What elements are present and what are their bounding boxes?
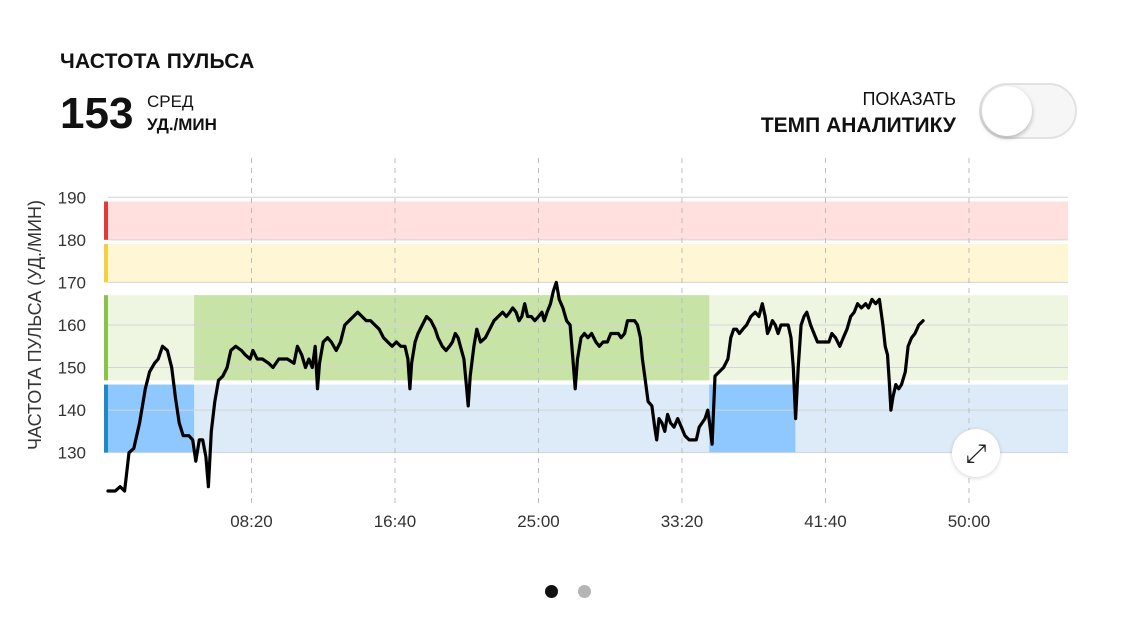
y-axis-title: ЧАСТОТА ПУЛЬСА (УД./МИН) xyxy=(25,200,45,450)
y-tick-label-1: 180 xyxy=(58,231,86,250)
heart-rate-line-0 xyxy=(106,280,925,493)
x-tick-label-1: 16:40 xyxy=(374,512,417,531)
zone-color-bar-3 xyxy=(104,384,108,453)
x-tick-label-0: 08:20 xyxy=(230,512,273,531)
toggle-caption-show: ПОКАЗАТЬ xyxy=(862,89,956,109)
pager-dot-1[interactable] xyxy=(545,585,558,598)
zone-band-1 xyxy=(108,244,1068,283)
zone-highlight-1 xyxy=(194,295,710,381)
zone-highlight-0 xyxy=(108,384,195,453)
toggle-caption-pace-analytics: ТЕМП АНАЛИТИКУ xyxy=(760,114,956,137)
zone-color-bar-0 xyxy=(104,201,108,240)
pager-dot-2[interactable] xyxy=(578,585,591,598)
zone-band-0 xyxy=(108,201,1068,240)
expand-icon: ⤢ xyxy=(965,438,987,468)
x-tick-label-5: 50:00 xyxy=(948,512,991,531)
pace-analytics-toggle[interactable] xyxy=(979,83,1077,139)
y-tick-label-6: 130 xyxy=(58,444,86,463)
y-tick-label-3: 160 xyxy=(58,316,86,335)
x-tick-label-3: 33:20 xyxy=(661,512,704,531)
x-tick-label-4: 41:40 xyxy=(804,512,847,531)
zone-color-bar-2 xyxy=(104,295,108,381)
average-heart-rate-value: 153 xyxy=(60,89,134,138)
average-label: СРЕД xyxy=(147,92,194,111)
y-tick-label-5: 140 xyxy=(58,401,86,420)
expand-chart-button[interactable]: ⤢ xyxy=(952,429,1000,477)
zone-color-bar-1 xyxy=(104,244,108,283)
y-tick-label-4: 150 xyxy=(58,359,86,378)
y-tick-label-2: 170 xyxy=(58,273,86,292)
zone-band-3 xyxy=(108,384,1068,453)
zone-highlight-2 xyxy=(709,384,796,453)
toggle-knob[interactable] xyxy=(982,86,1032,136)
y-tick-label-0: 190 xyxy=(58,188,86,207)
average-unit: УД./МИН xyxy=(147,115,217,134)
x-tick-label-2: 25:00 xyxy=(517,512,560,531)
page-title: ЧАСТОТА ПУЛЬСА xyxy=(60,50,255,73)
